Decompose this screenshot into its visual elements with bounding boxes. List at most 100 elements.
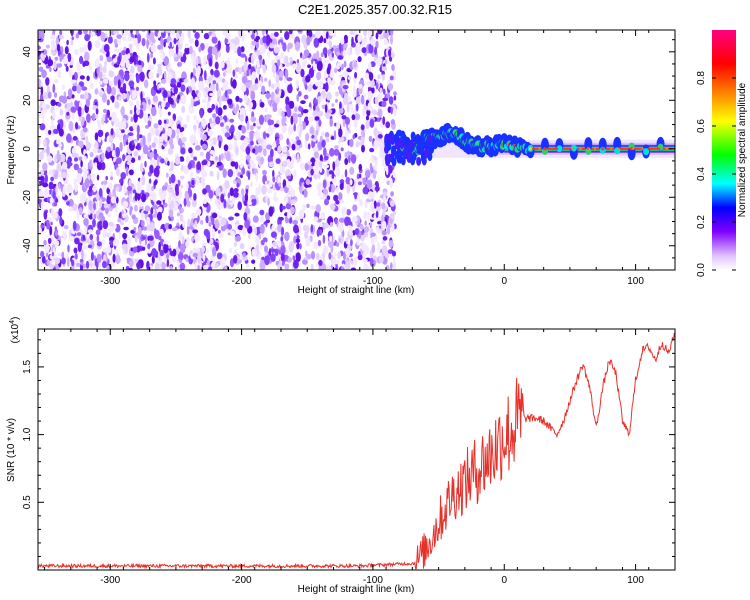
heatmap-noise-cell [227,224,233,230]
heatmap-noise-cell [147,120,152,127]
heatmap-noise-cell [105,175,108,181]
heatmap-noise-cell [367,30,372,38]
heatmap-noise-cell [163,123,169,129]
heatmap-noise-cell [374,186,380,192]
heatmap-noise-cell [194,248,200,252]
signal-band-peak [523,147,675,150]
heatmap-noise-cell [255,244,260,250]
heatmap-noise-cell [115,167,120,177]
heatmap-noise-cell [329,80,336,86]
heatmap-noise-cell [299,243,302,250]
heatmap-noise-cell [56,43,61,52]
heatmap-noise-cell [307,64,311,69]
heatmap-noise-cell [382,195,386,203]
heatmap-noise-cell [362,251,366,261]
heatmap-noise-cell [146,38,149,50]
heatmap-noise-cell [78,30,82,34]
heatmap-noise-cell [222,71,226,77]
heatmap-noise-cell [367,82,371,88]
heatmap-noise-cell [95,210,100,218]
heatmap-noise-cell [106,265,110,270]
heatmap-noise-cell [93,213,97,220]
heatmap-noise-cell [156,200,162,205]
heatmap-noise-cell [370,232,376,237]
heatmap-noise-cell [89,159,93,168]
heatmap-noise-cell [55,185,58,196]
heatmap-noise-cell [259,209,265,216]
heatmap-noise-cell [391,250,397,257]
heatmap-noise-cell [282,160,288,167]
heatmap-noise-cell [242,226,247,237]
heatmap-noise-cell [279,203,284,213]
heatmap-noise-cell [66,183,73,194]
heatmap-noise-cell [195,177,200,185]
heatmap-noise-cell [368,43,374,54]
heatmap-noise-cell [160,158,165,164]
heatmap-noise-cell [88,64,92,71]
heatmap-noise-cell [108,221,114,227]
heatmap-noise-cell [77,106,82,117]
heatmap-noise-cell [51,39,55,48]
heatmap-noise-cell [290,33,295,39]
heatmap-noise-cell [185,257,189,263]
heatmap-noise-cell [175,44,179,55]
heatmap-noise-cell [260,156,264,165]
signal-scatter [423,149,429,159]
heatmap-noise-cells [38,30,398,270]
signal-scatter [404,137,410,147]
snr-y-multiplier-close: ) [10,317,21,320]
figure-title: C2E1.2025.357.00.32.R15 [298,2,452,17]
heatmap-noise-cell [183,197,187,207]
heatmap-noise-cell [252,148,256,154]
heatmap-noise-cell [278,76,283,81]
heatmap-noise-cell [266,114,272,119]
heatmap-noise-cell [262,64,266,74]
heatmap-noise-cell [168,208,174,218]
heatmap-noise-cell [309,126,315,135]
heatmap-noise-cell [247,201,253,205]
heatmap-noise-cell [109,240,114,246]
heatmap-noise-cell [199,109,204,119]
heatmap-noise-cell [172,70,176,78]
heatmap-noise-cell [95,108,99,115]
heatmap-noise-cell [46,222,51,230]
heatmap-noise-cell [381,155,386,164]
heatmap-noise-cell [251,259,256,264]
heatmap-noise-cell [179,156,185,162]
heatmap-noise-cell [343,60,347,68]
heatmap-noise-cell [41,255,46,264]
heatmap-noise-cell [84,155,87,161]
heatmap-noise-cell [160,78,167,84]
heatmap-noise-cell [123,185,128,194]
heatmap-noise-cell [381,220,387,230]
heatmap-noise-cell [345,38,348,43]
heatmap-noise-cell [206,259,210,266]
heatmap-noise-cell [336,120,341,130]
heatmap-noise-cell [214,61,219,70]
heatmap-noise-cell [384,59,388,65]
heatmap-noise-cell [87,40,92,51]
heatmap-noise-cell [393,91,397,96]
heatmap-noise-cell [234,36,240,46]
heatmap-noise-cell [61,251,65,260]
heatmap-noise-cell [68,69,73,78]
heatmap-noise-cell [382,191,388,197]
heatmap-noise-cell [331,103,335,107]
heatmap-noise-cell [157,63,162,68]
heatmap-noise-cell [267,197,270,207]
heatmap-noise-cell [224,38,229,44]
heatmap-noise-cell [375,226,380,233]
heatmap-noise-cell [176,133,179,141]
heatmap-noise-cell [379,253,384,264]
heatmap-noise-cell [140,220,145,227]
heatmap-noise-cell [207,160,211,167]
heatmap-noise-cell [353,256,358,267]
heatmap-noise-cell [71,36,74,41]
heatmap-noise-cell [303,188,308,198]
heatmap-noise-cell [98,122,102,131]
heatmap-noise-cell [101,239,105,245]
heatmap-noise-cell [302,203,307,211]
heatmap-noise-cell [160,193,166,201]
heatmap-noise-cell [61,171,67,179]
heatmap-noise-cell [243,61,248,72]
